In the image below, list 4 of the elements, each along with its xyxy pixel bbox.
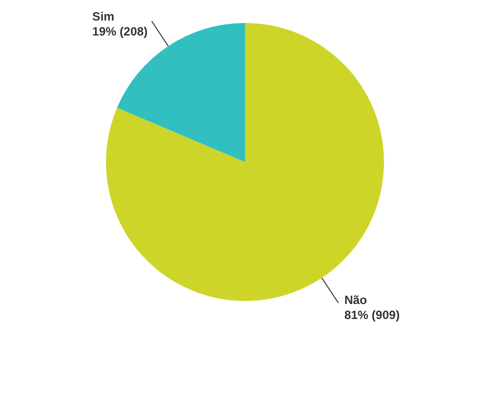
data-label: 19% (208) [92, 24, 148, 38]
slice-label: Não [344, 293, 367, 308]
data-label: 81% (909) [344, 308, 400, 322]
slice-label: Sim [92, 9, 114, 24]
